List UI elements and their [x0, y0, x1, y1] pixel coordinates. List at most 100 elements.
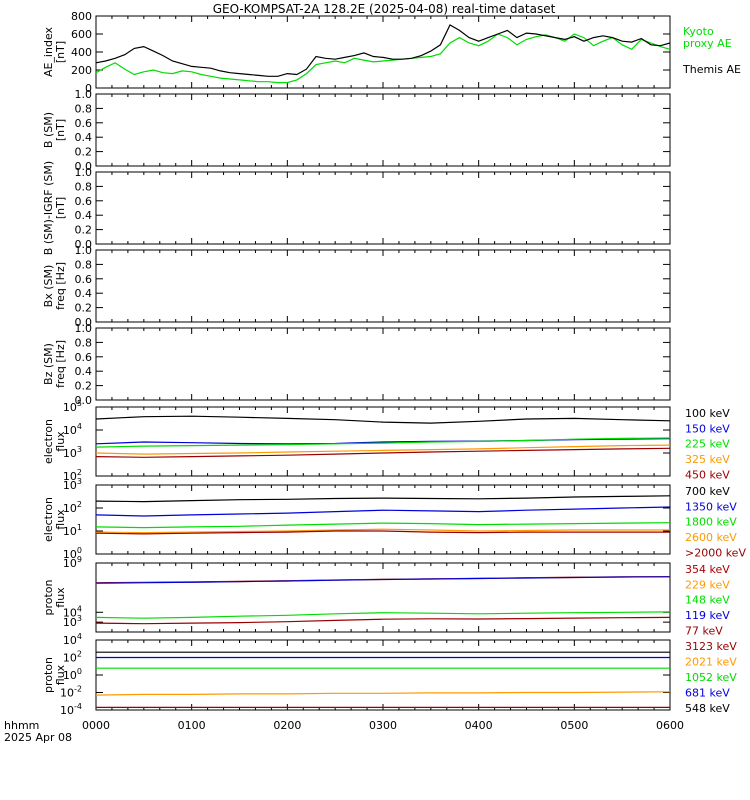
- series-line: [95, 495, 671, 503]
- y-tick-label: 0.0: [75, 160, 93, 173]
- time-tick-label: 0000: [82, 719, 110, 732]
- panel-frame: [95, 93, 671, 167]
- legend-label: 150 keV: [685, 422, 730, 435]
- panel-frame: [95, 562, 671, 633]
- y-axis-label: electron: [42, 419, 55, 464]
- y-tick-label: 600: [71, 28, 92, 41]
- y-axis-label: flux: [54, 664, 67, 685]
- panel-frame: [95, 639, 671, 711]
- y-tick-label: 104: [63, 422, 82, 437]
- y-axis-label: B (SM): [42, 112, 55, 148]
- series-line: [95, 522, 671, 529]
- y-tick-label: 0.4: [75, 365, 93, 378]
- legend-label: 3123 keV: [685, 640, 737, 653]
- y-axis-label: B (SM)-IGRF (SM): [42, 161, 55, 255]
- time-tick-label: 0400: [465, 719, 493, 732]
- panel-frame: [95, 484, 671, 555]
- time-axis-label-date: 2025 Apr 08: [4, 731, 72, 744]
- panel-bz_freq: 0.00.2 0.40.6 0.81.0 Bz (SM) freq [Hz]: [42, 322, 671, 407]
- y-tick-label: 100: [63, 667, 82, 682]
- legend-label: 325 keV: [685, 453, 730, 466]
- y-tick-label: 0.8: [75, 258, 93, 271]
- y-axis-label: [nT]: [54, 41, 67, 63]
- y-axis-label: flux: [54, 509, 67, 530]
- y-tick-label: 400: [71, 46, 92, 59]
- y-tick-label: 1.0: [75, 322, 93, 335]
- y-tick-label: 1.0: [75, 88, 93, 101]
- y-tick-label: 0.2: [75, 146, 93, 159]
- y-tick-label: 102: [63, 500, 82, 515]
- panel-frame: [95, 171, 671, 245]
- y-tick-label: 0.4: [75, 131, 93, 144]
- y-tick-label: 104: [63, 604, 82, 619]
- panel-b_diff: 0.00.20.40.60.81.0B (SM)-IGRF (SM) [nT]: [42, 161, 671, 255]
- y-tick-label: 105: [63, 399, 82, 414]
- time-axis: hhmm 2025 Apr 08: [4, 719, 72, 744]
- panel-frame: [95, 327, 671, 401]
- y-tick-label: 0.2: [75, 380, 93, 393]
- y-tick-label: 0.6: [75, 117, 93, 130]
- y-tick-label: 0.4: [75, 209, 93, 222]
- y-tick-label: 0.8: [75, 102, 93, 115]
- panel-bx_freq: 0.00.2 0.40.6 0.81.0 Bx (SM) freq [Hz]: [42, 244, 671, 329]
- legend-label: 77 keV: [685, 624, 723, 637]
- panel-electron_low: 102 103 104 105 electron flux 100 keV 150 keV 22…: [42, 399, 730, 483]
- y-tick-label: 0.0: [75, 394, 93, 407]
- y-tick-label: 200: [71, 64, 92, 77]
- legend-label: Kyoto: [683, 25, 714, 38]
- y-tick-label: 0.6: [75, 351, 93, 364]
- y-tick-label: 0.6: [75, 195, 93, 208]
- legend-label: 148 keV: [685, 594, 730, 607]
- legend-label: 1350 keV: [685, 500, 737, 513]
- y-axis-label: [nT]: [54, 119, 67, 141]
- y-tick-label: 0.0: [75, 316, 93, 329]
- y-tick-label: 1.0: [75, 244, 93, 257]
- legend-label: 1052 keV: [685, 671, 737, 684]
- y-tick-label: 0.4: [75, 287, 93, 300]
- y-tick-label: 103: [63, 445, 82, 460]
- series-line: [95, 530, 670, 535]
- legend-label: 700 keV: [685, 485, 730, 498]
- legend-label: 225 keV: [685, 438, 730, 451]
- time-tick-label: 0200: [273, 719, 301, 732]
- y-tick-label: 0.2: [75, 302, 93, 315]
- y-axis-label: flux: [54, 431, 67, 452]
- y-tick-label: 0.8: [75, 336, 93, 349]
- time-tick-label: 0300: [369, 719, 397, 732]
- legend-label: 2600 keV: [685, 531, 737, 544]
- series-line: [95, 24, 671, 77]
- y-tick-label: 102: [63, 468, 82, 483]
- series-line: [95, 616, 671, 625]
- legend-label: 681 keV: [685, 687, 730, 700]
- time-tick-label: 0600: [656, 719, 684, 732]
- y-tick-label: 109: [63, 555, 82, 570]
- legend-label: 100 keV: [685, 407, 730, 420]
- time-axis-label-hhmm: hhmm: [4, 719, 39, 732]
- legend-label: 2021 keV: [685, 656, 737, 669]
- y-tick-label: 0.6: [75, 273, 93, 286]
- y-tick-label: 10-4: [60, 702, 82, 717]
- series-line: [95, 444, 671, 455]
- series-line: [95, 415, 671, 424]
- y-axis-label: Bx (SM): [42, 265, 55, 308]
- legend-label: 1800 keV: [685, 516, 737, 529]
- legend-label: >2000 keV: [685, 546, 746, 559]
- time-tick-label: 0100: [178, 719, 206, 732]
- y-tick-label: 800: [71, 10, 92, 23]
- series-line: [95, 528, 670, 534]
- panel-b_sm: 0.00.2 0.40.6 0.81.0 B (SM) [nT]: [42, 88, 671, 173]
- legend-label: 450 keV: [685, 468, 730, 481]
- y-axis-label: AE_index: [42, 26, 55, 77]
- panel-frame: [95, 249, 671, 323]
- legend-label: 548 keV: [685, 702, 730, 715]
- chart-title: GEO-KOMPSAT-2A 128.2E (2025-04-08) real-…: [213, 2, 556, 16]
- legend-label: 354 keV: [685, 563, 730, 576]
- panel-frame: [95, 15, 671, 89]
- y-tick-label: 100: [63, 546, 82, 561]
- legend-label: 119 keV: [685, 609, 730, 622]
- series-line: [95, 33, 671, 84]
